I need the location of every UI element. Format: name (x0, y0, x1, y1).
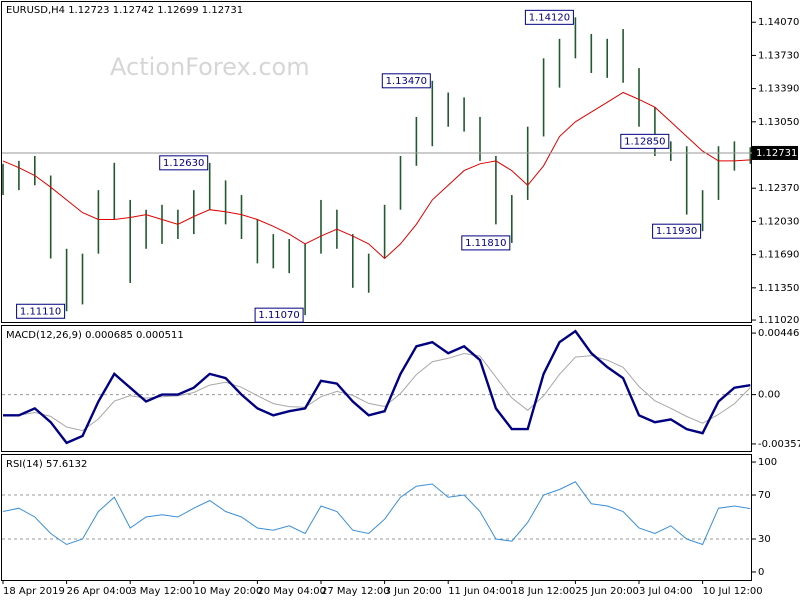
y-tick-label: 1.11690 (758, 250, 799, 261)
y-tick-label: 1.13730 (758, 50, 799, 61)
annotation-box (159, 155, 209, 171)
x-tick-label: 27 May 12:00 (321, 586, 390, 597)
macd-line (3, 329, 751, 445)
current-price-label: 1.12731 (756, 148, 797, 159)
annotation-box (620, 133, 670, 149)
x-tick-label: 3 Jun 20:00 (385, 586, 442, 597)
annotation-label: 1.11070 (258, 310, 299, 321)
macd-panel-frame (1, 325, 752, 452)
y-tick-label: 0.004463 (758, 328, 800, 339)
x-tick-label: 11 Jun 04:00 (448, 586, 512, 597)
price-panel-frame (1, 1, 752, 323)
y-tick-label: 1.12370 (758, 183, 799, 194)
annotation-box (461, 235, 511, 251)
annotation-label: 1.14120 (529, 12, 570, 23)
y-tick-label: 1.13050 (758, 117, 799, 128)
y-tick-label: 1.11350 (758, 283, 799, 294)
y-tick-label: -0.003576 (758, 439, 800, 450)
x-tick-label: 3 May 12:00 (130, 586, 192, 597)
x-tick-label: 18 Apr 2019 (3, 586, 65, 597)
rsi-panel-frame (1, 454, 752, 581)
current-price-box (752, 145, 798, 160)
rsi-line (2, 481, 751, 546)
y-tick-label: 0 (758, 567, 764, 578)
annotation-label: 1.11930 (656, 226, 697, 237)
annotation-box (381, 73, 431, 89)
annotation-box (524, 9, 574, 25)
y-tick-label: 0.00 (758, 390, 780, 401)
x-tick-label: 20 May 04:00 (257, 586, 326, 597)
annotation-box (652, 223, 702, 239)
x-tick-label: 10 Jul 12:00 (703, 586, 763, 597)
annotation-label: 1.13470 (386, 76, 427, 87)
macd-title: MACD(12,26,9) 0.000685 0.000511 (6, 330, 184, 341)
price-title: EURUSD,H4 1.12723 1.12742 1.12699 1.1273… (6, 5, 243, 16)
annotation-box (16, 303, 66, 319)
macd-line (3, 352, 751, 432)
y-tick-label: 1.11020 (758, 315, 799, 326)
y-tick-label: 1.14070 (758, 17, 799, 28)
annotation-label: 1.12850 (624, 136, 665, 147)
annotation-label: 1.12630 (163, 158, 204, 169)
moving-average (2, 91, 751, 260)
annotation-box (254, 307, 304, 323)
x-tick-label: 26 Apr 04:00 (67, 586, 132, 597)
watermark: ActionForex.com (110, 53, 310, 81)
y-tick-label: 1.12030 (758, 216, 799, 227)
y-tick-label: 30 (758, 534, 771, 545)
y-tick-label: 100 (758, 457, 777, 468)
rsi-title: RSI(14) 57.6132 (6, 459, 87, 470)
x-tick-label: 10 May 20:00 (194, 586, 263, 597)
x-tick-label: 25 Jun 20:00 (575, 586, 639, 597)
y-tick-label: 1.13390 (758, 84, 799, 95)
x-tick-label: 18 Jun 12:00 (512, 586, 576, 597)
annotation-label: 1.11110 (20, 306, 61, 317)
annotation-label: 1.11810 (465, 238, 506, 249)
x-tick-label: 3 Jul 04:00 (639, 586, 693, 597)
y-tick-label: 70 (758, 490, 771, 501)
